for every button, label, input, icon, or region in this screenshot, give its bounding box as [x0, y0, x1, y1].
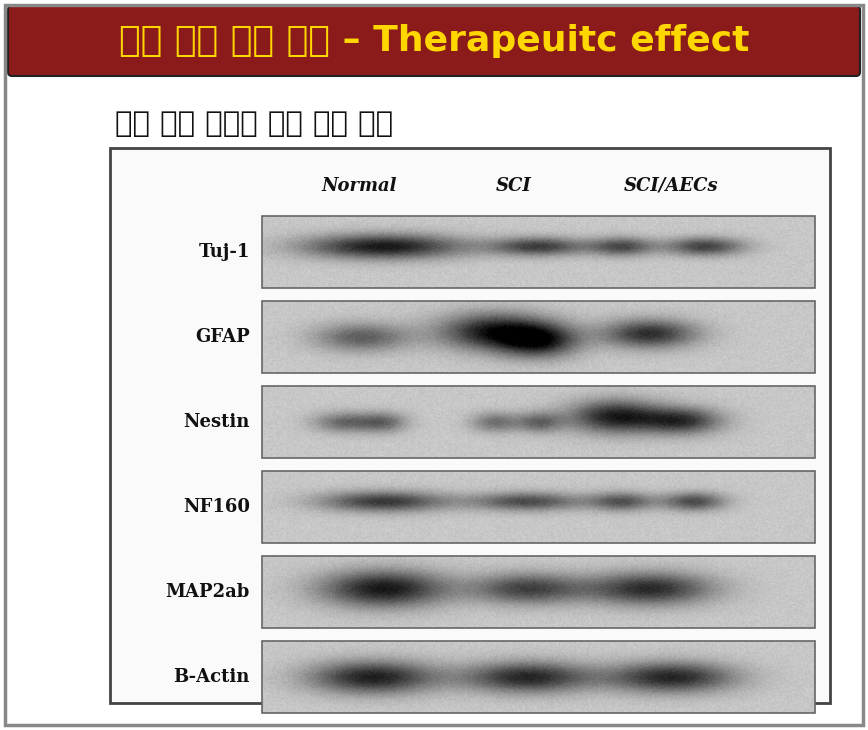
- FancyBboxPatch shape: [8, 6, 860, 76]
- Text: B-Actin: B-Actin: [174, 668, 250, 686]
- Bar: [262, 216, 815, 288]
- Bar: [262, 301, 815, 373]
- Text: Nestin: Nestin: [184, 413, 250, 431]
- Text: 신경 관련 단백질 발현 양상 확인: 신경 관련 단백질 발현 양상 확인: [115, 110, 393, 138]
- Text: SCI: SCI: [496, 177, 531, 195]
- Text: GFAP: GFAP: [195, 328, 250, 346]
- Text: 척수 손상 동물 모델 – Therapeuitc effect: 척수 손상 동물 모델 – Therapeuitc effect: [119, 24, 749, 58]
- Text: NF160: NF160: [183, 498, 250, 516]
- Bar: [262, 556, 815, 628]
- Text: MAP2ab: MAP2ab: [166, 583, 250, 601]
- Bar: [262, 641, 815, 713]
- Text: SCI/AECs: SCI/AECs: [624, 177, 719, 195]
- Bar: [110, 148, 830, 703]
- Bar: [262, 386, 815, 458]
- Bar: [262, 471, 815, 543]
- Text: Normal: Normal: [321, 177, 397, 195]
- Text: Tuj-1: Tuj-1: [199, 243, 250, 261]
